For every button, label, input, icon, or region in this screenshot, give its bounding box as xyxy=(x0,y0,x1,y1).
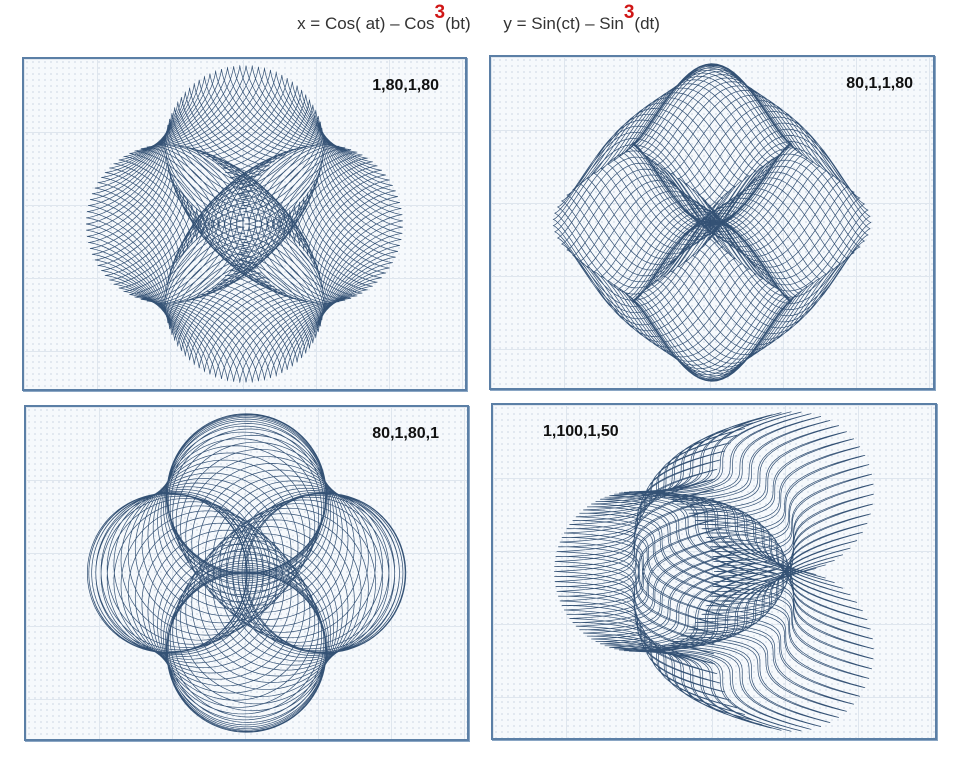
chart-panel-2: 80,1,1,80 xyxy=(489,55,935,390)
x-formula-prefix: x = Cos( at) – Cos xyxy=(297,14,435,33)
x-formula-suffix: (bt) xyxy=(445,14,471,33)
x-formula-exponent: 3 xyxy=(434,2,446,24)
formula-header: x = Cos( at) – Cos3(bt) y = Sin(ct) – Si… xyxy=(0,3,957,34)
chart-panel-4: 1,100,1,50 xyxy=(491,403,937,740)
parametric-curve xyxy=(554,411,874,732)
chart-plot-4 xyxy=(554,411,874,732)
chart-plot-1 xyxy=(86,64,403,384)
parametric-curve xyxy=(86,413,407,733)
chart-panel-1: 1,80,1,80 xyxy=(22,57,467,391)
chart-label: 1,100,1,50 xyxy=(543,423,619,440)
chart-label: 1,80,1,80 xyxy=(372,77,439,94)
parametric-curve xyxy=(86,64,403,384)
chart-label: 80,1,80,1 xyxy=(372,425,439,442)
y-formula-suffix: (dt) xyxy=(634,14,660,33)
x-formula: x = Cos( at) – Cos3(bt) xyxy=(297,3,471,34)
chart-label: 80,1,1,80 xyxy=(846,75,913,92)
parametric-curve xyxy=(552,63,872,382)
y-formula-exponent: 3 xyxy=(623,2,635,24)
y-formula-prefix: y = Sin(ct) – Sin xyxy=(503,14,624,33)
chart-plot-3 xyxy=(86,413,407,733)
chart-panel-3: 80,1,80,1 xyxy=(24,405,469,741)
y-formula: y = Sin(ct) – Sin3(dt) xyxy=(503,3,660,34)
chart-plot-2 xyxy=(552,63,872,382)
